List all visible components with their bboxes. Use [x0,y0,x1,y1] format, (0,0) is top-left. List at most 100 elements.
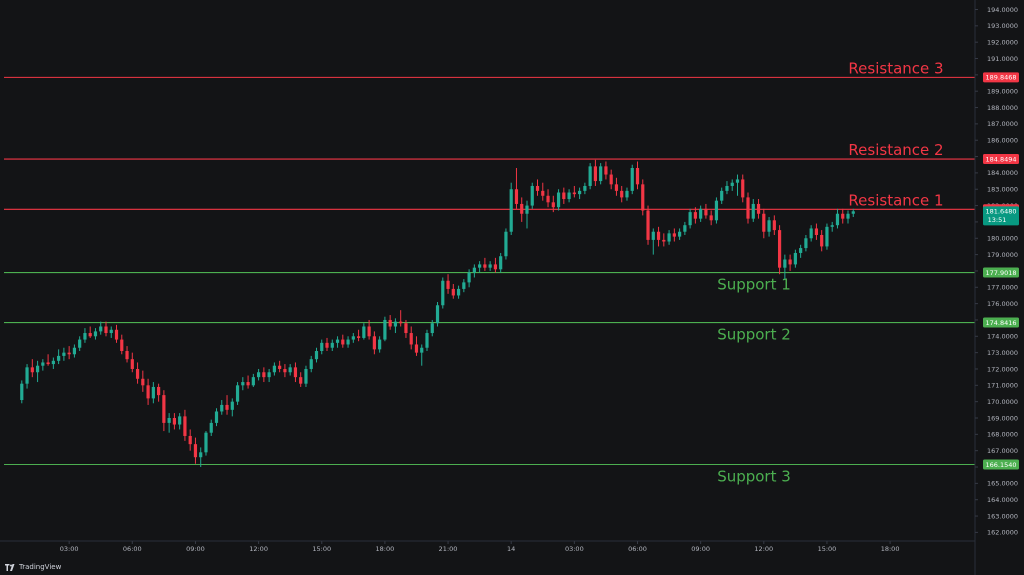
candle-down [756,199,761,219]
candle-body [293,367,298,378]
candle-down [299,372,303,387]
candle-body [567,192,571,200]
candle-body [299,377,303,384]
brand-name: TradingView [19,563,62,571]
candle-up [851,208,855,218]
candle-body [462,282,466,289]
candle-body [725,185,729,191]
support-price-tag [983,267,1019,278]
candle-body [246,382,250,386]
candle-up [430,319,434,337]
candle-body [651,231,655,240]
candle-down [672,228,676,242]
candle-body [109,329,113,334]
candle-body [67,352,71,355]
support-label: Support 3 [717,468,791,486]
candle-body [441,280,445,306]
resistance-price-tag-label: 184.8494 [985,155,1016,163]
candle-up [625,187,629,201]
candle-body [777,230,782,268]
candle-body [304,368,308,384]
candle-body [362,326,366,338]
candle-body [151,386,155,399]
candle-down [356,329,361,342]
candle-up [793,249,797,268]
candle-body [835,213,840,226]
candle-up [688,208,692,229]
candle-body [809,228,813,239]
x-tick-label: 03:00 [565,545,584,553]
y-tick-label: 174.0000 [987,333,1018,341]
candle-body [99,326,103,332]
candle-down [446,274,450,294]
resistance-price-tag-label: 189.8468 [985,74,1016,82]
candle-down [593,159,597,186]
candle-body [41,362,45,366]
candle-body [520,203,524,214]
candle-up [167,413,171,433]
candle-body [283,368,287,373]
candle-body [435,305,440,324]
time-axis[interactable]: 03:00 06:00 09:00 12:00 15:00 18:00 21:00 14 03:… [60,541,900,553]
candle-down [162,390,166,432]
candle-up [525,200,529,229]
candle-up [578,187,582,200]
candle-down [562,187,566,204]
support-label: Support 1 [717,276,791,294]
candle-down [399,310,403,327]
y-tick-label: 193.0000 [987,22,1018,30]
candle-down [520,197,524,222]
candle-body [762,213,766,232]
candle-up [346,336,350,348]
brand[interactable]: TradingView [5,563,61,571]
y-tick-label: 176.0000 [987,300,1018,308]
candle-body [20,383,24,401]
candle-body [272,365,276,373]
candle-up [425,329,429,352]
candle-body [130,359,134,369]
candle-down [641,179,645,216]
y-tick-label: 183.0000 [987,186,1018,194]
candle-up [846,210,850,224]
candle-up [809,225,813,242]
candle-up [20,380,24,404]
candle-body [88,333,92,337]
candle-body [662,239,666,242]
candle-body [499,256,503,270]
candle-down [662,233,666,247]
candle-down [646,205,650,245]
y-tick-label: 169.0000 [987,414,1018,422]
candle-down [130,352,134,373]
candle-up [504,228,508,260]
x-tick-label: 09:00 [691,545,710,553]
support-price-tag-label: 166.1540 [985,461,1016,469]
candle-down [404,319,408,338]
candle-body [751,203,755,219]
candle-body [35,365,40,373]
candle-body [604,166,608,175]
candle-body [578,190,582,195]
candle-down [614,177,619,196]
resistance-label: Resistance 2 [848,141,943,159]
candle-body [278,365,282,369]
candle-down [114,324,119,343]
candle-up [472,264,476,278]
candle-up [651,228,655,255]
candle-down [262,367,266,383]
support-price-tag [983,459,1019,470]
x-tick-label: 06:00 [628,545,647,553]
candle-body [572,192,576,195]
candle-down [746,192,750,224]
support-price-tag [983,317,1019,328]
candle-up [99,321,103,335]
resistance-price-tag [983,72,1019,83]
candle-down [604,161,608,180]
x-tick-label: 21:00 [439,545,458,553]
x-tick-label: 18:00 [881,545,900,553]
candle-body [230,401,234,410]
candle-body [772,220,776,231]
candle-body [114,329,119,340]
candle-up [478,261,482,273]
